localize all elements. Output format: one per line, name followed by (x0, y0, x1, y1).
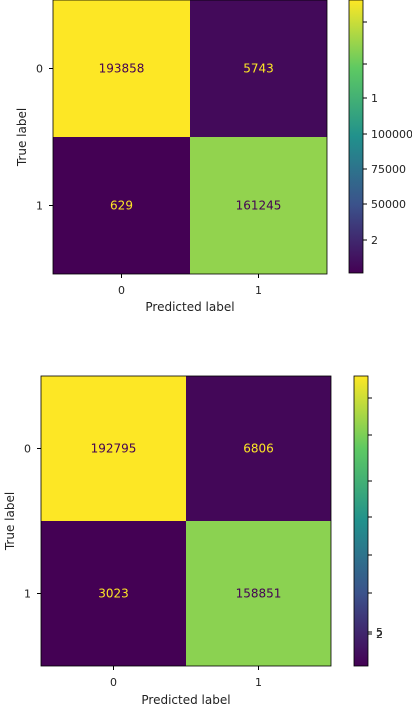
colorbar-tick-label: 1 (371, 92, 378, 105)
y-axis-label: True label (15, 108, 29, 167)
y-tick-label: 1 (36, 200, 43, 213)
colorbar-tick-label: 2 (371, 234, 378, 247)
colorbar-tick-label: 50000 (371, 198, 406, 211)
colorbar (353, 375, 369, 667)
matrix-cell (186, 521, 331, 666)
matrix-cell (53, 0, 190, 137)
matrix-frame (52, 0, 328, 275)
cell-value-label: 629 (110, 199, 133, 213)
colorbar (348, 0, 364, 274)
matrix-cell (41, 521, 186, 666)
x-axis-label: Predicted label (141, 693, 230, 707)
colorbar-tick-label: 2 (376, 628, 383, 641)
y-tick-label: 0 (36, 63, 43, 76)
cell-value-label: 3023 (98, 587, 129, 601)
x-tick-label: 1 (255, 676, 262, 689)
colorbar-tick-label: 5 (376, 626, 383, 639)
matrix-cell (190, 0, 327, 137)
matrix-frame (40, 375, 332, 667)
matrix-cell (190, 137, 327, 274)
cell-value-label: 5743 (243, 62, 274, 76)
colorbar-tick-label: 75000 (371, 163, 406, 176)
x-tick-label: 1 (255, 284, 262, 297)
cell-value-label: 6806 (243, 442, 274, 456)
x-axis-label: Predicted label (145, 300, 234, 314)
cell-value-label: 161245 (236, 199, 282, 213)
cell-value-label: 192795 (91, 442, 137, 456)
cell-value-label: 158851 (236, 587, 282, 601)
cell-value-label: 193858 (99, 62, 145, 76)
y-tick-label: 1 (24, 588, 31, 601)
y-tick-label: 0 (24, 443, 31, 456)
x-tick-label: 0 (110, 676, 117, 689)
matrix-cell (186, 376, 331, 521)
confusion-matrix-1: 193858 5743 629 161245 0 1 0 1 Predicted label Tr… (15, 0, 412, 314)
confusion-matrix-2: 192795 6806 3023 158851 0 1 0 1 Predicted label T… (3, 375, 383, 707)
matrix-cell (41, 376, 186, 521)
colorbar-tick-label: 100000 (371, 128, 412, 141)
x-tick-label: 0 (118, 284, 125, 297)
y-axis-label: True label (3, 492, 17, 551)
matrix-cell (53, 137, 190, 274)
